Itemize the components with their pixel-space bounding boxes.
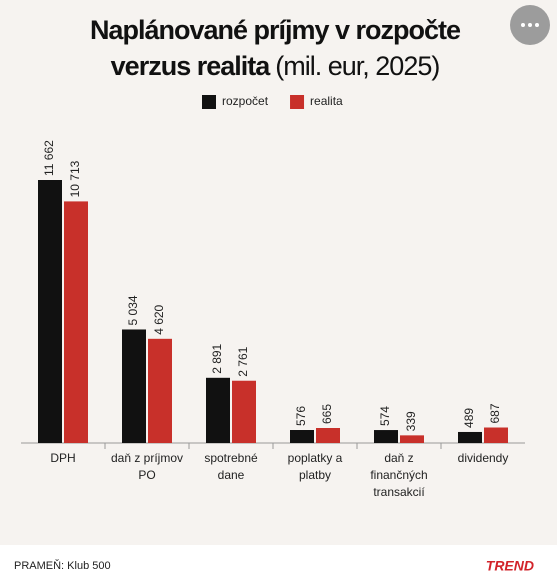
x-tick-label-line: dane [218, 468, 245, 482]
x-tick-label-line: daň z príjmov [111, 451, 183, 465]
value-label: 574 [378, 406, 392, 426]
chart-title-line2: verzus realita (mil. eur, 2025) [111, 51, 440, 81]
x-tick-label-line: spotrebné [204, 451, 258, 465]
x-tick-label-line: daň z [384, 451, 413, 465]
bar [64, 201, 88, 443]
bar [458, 431, 482, 443]
dot [521, 23, 525, 27]
x-tick-label: daň z finančných transakcií [370, 451, 427, 499]
legend-swatch [290, 95, 305, 109]
value-label: 4 620 [152, 304, 166, 334]
x-tick-label: daň z príjmov PO [111, 451, 183, 482]
value-label: 489 [462, 408, 476, 428]
x-tick-label-line: platby [299, 468, 331, 482]
bar [232, 380, 256, 443]
bar [122, 329, 146, 443]
bar [148, 338, 172, 443]
x-tick-label: poplatky a platby [288, 451, 343, 482]
legend-label: realita [310, 94, 343, 108]
background [0, 0, 557, 545]
value-label: 687 [488, 403, 502, 423]
value-label: 339 [404, 411, 418, 431]
chart-title-bold: verzus realita [111, 51, 272, 81]
brand-logo: TREND [486, 558, 534, 574]
footer-background [0, 545, 557, 580]
x-tick-label-line: transakcií [373, 485, 425, 499]
x-tick-label-line: dividendy [458, 451, 509, 465]
bar [290, 430, 314, 443]
value-label: 2 761 [236, 346, 250, 376]
x-tick-label-line: DPH [50, 451, 75, 465]
bar [206, 377, 230, 443]
value-label: 10 713 [68, 160, 82, 197]
value-label: 5 034 [126, 295, 140, 325]
value-label: 665 [320, 404, 334, 424]
x-tick-label-line: poplatky a [288, 451, 343, 465]
x-tick-label: spotrebné dane [204, 451, 258, 482]
x-tick-label: DPH [50, 451, 75, 465]
x-tick-label-line: finančných [370, 468, 427, 482]
dot [535, 23, 539, 27]
dot [528, 23, 532, 27]
legend-swatch [202, 95, 216, 109]
chart-title-note: (mil. eur, 2025) [275, 51, 439, 81]
value-label: 11 662 [42, 140, 56, 176]
more-button[interactable] [510, 5, 550, 45]
x-tick-label-line: PO [138, 468, 155, 482]
bar [38, 180, 62, 443]
bar [400, 435, 424, 443]
source: PRAMEŇ: Klub 500 [14, 559, 111, 572]
bar [484, 427, 508, 443]
legend-label: rozpočet [222, 94, 269, 108]
chart-title: Naplánované príjmy v rozpočte [90, 15, 461, 45]
bar [316, 428, 340, 443]
value-label: 576 [294, 406, 308, 426]
value-label: 2 891 [210, 343, 224, 373]
x-tick-label: dividendy [458, 451, 509, 465]
bar [374, 430, 398, 443]
